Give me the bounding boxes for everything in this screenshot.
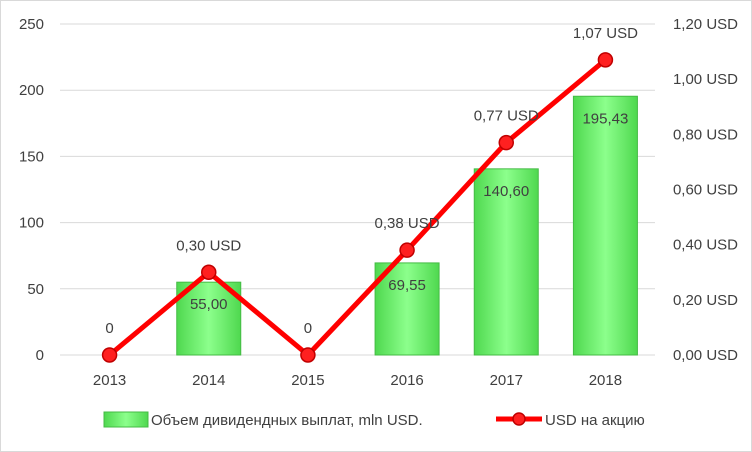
x-tick-label: 2016 — [390, 372, 423, 389]
legend-label-line: USD на акцию — [545, 412, 645, 429]
line-point — [597, 52, 614, 68]
bar-data-label: 69,55 — [388, 277, 426, 294]
bar-series — [176, 95, 638, 356]
bar — [176, 281, 242, 356]
x-tick-label: 2013 — [93, 372, 126, 389]
y-right-tick-label: 1,00 USD — [673, 71, 738, 88]
line-point — [399, 242, 415, 258]
line-data-label: 0 — [304, 320, 312, 337]
line-data-label: 1,07 USD — [573, 25, 638, 42]
bar — [374, 262, 440, 356]
axes: 0 50 100 150 200 250 0,00 USD 0,20 USD 0,40 USD 0… — [19, 16, 738, 389]
y-right-tick-label: 0,20 USD — [673, 292, 738, 309]
line-point — [498, 134, 514, 151]
legend-swatch-bars — [103, 411, 149, 428]
line-point — [101, 347, 118, 363]
x-tick-label: 2014 — [192, 372, 225, 389]
line-data-label: 0,30 USD — [176, 237, 241, 254]
legend-swatch-marker — [512, 412, 526, 426]
y-right-tick-label: 1,20 USD — [673, 16, 738, 33]
x-tick-label: 2018 — [589, 372, 622, 389]
y-left-tick-label: 250 — [19, 16, 44, 33]
data-labels: 55,00 69,55 140,60 195,43 0 0,30 USD 0 0,38 USD… — [105, 25, 638, 337]
line-series — [101, 52, 614, 363]
y-left-tick-label: 0 — [36, 347, 44, 364]
y-right-tick-label: 0,80 USD — [673, 126, 738, 143]
y-left-tick-label: 100 — [19, 215, 44, 232]
line-data-label: 0,38 USD — [375, 215, 440, 232]
y-left-tick-label: 150 — [19, 148, 44, 165]
bar-data-label: 55,00 — [190, 296, 228, 313]
line-usd-per-share — [107, 57, 608, 358]
line-point — [201, 264, 217, 280]
y-left-tick-label: 50 — [27, 281, 44, 298]
y-right-tick-label: 0,00 USD — [673, 347, 738, 364]
y-left-tick-label: 200 — [19, 82, 44, 99]
line-data-label: 0 — [105, 320, 113, 337]
bar-data-label: 195,43 — [582, 110, 628, 127]
line-point — [300, 347, 316, 363]
bar — [473, 168, 539, 356]
y-right-tick-label: 0,40 USD — [673, 237, 738, 254]
legend: Объем дивидендных выплат, mln USD. USD на… — [103, 411, 645, 429]
line-data-label: 0,77 USD — [474, 108, 539, 125]
legend-label-bars: Объем дивидендных выплат, mln USD. — [151, 412, 423, 429]
gridlines — [60, 23, 655, 356]
x-tick-label: 2015 — [291, 372, 324, 389]
x-tick-label: 2017 — [490, 372, 523, 389]
y-right-tick-label: 0,60 USD — [673, 182, 738, 199]
bar — [572, 95, 638, 356]
bar-data-label: 140,60 — [483, 183, 529, 200]
